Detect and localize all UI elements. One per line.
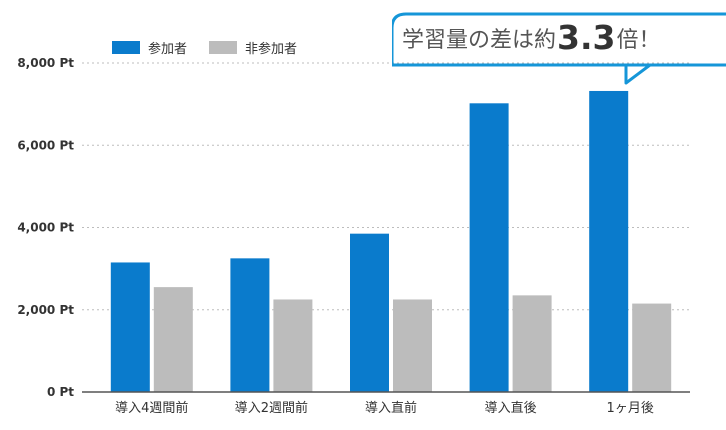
- y-axis-tick-labels: 0 Pt 2,000 Pt 4,000 Pt 6,000 Pt 8,000 Pt: [17, 56, 74, 399]
- bar-non-participants: [512, 295, 552, 392]
- y-tick-label: 6,000 Pt: [17, 138, 74, 152]
- bars: [110, 90, 672, 393]
- x-category-label: 1ヶ月後: [607, 401, 654, 416]
- callout-text: 学習量の差は約3.3倍！: [402, 20, 661, 59]
- legend-swatch-participants: [112, 41, 140, 54]
- x-category-label: 導入直前: [365, 400, 417, 416]
- x-category-label: 導入4週間前: [115, 400, 188, 416]
- x-axis-category-labels: 導入4週間前 導入2週間前 導入直前 導入直後 1ヶ月後: [115, 400, 654, 416]
- bar-non-participants: [273, 299, 313, 392]
- legend-item-participants: 参加者: [112, 38, 187, 57]
- legend-item-non-participants: 非参加者: [209, 38, 297, 57]
- x-category-label: 導入直後: [485, 401, 537, 416]
- legend: 参加者 非参加者: [112, 38, 319, 57]
- bar-participants: [110, 262, 150, 392]
- legend-swatch-non-participants: [209, 41, 238, 54]
- y-tick-label: 8,000 Pt: [17, 56, 74, 70]
- bar-non-participants: [632, 303, 672, 392]
- bar-non-participants: [393, 299, 432, 392]
- legend-label-participants: 参加者: [148, 42, 188, 57]
- bar-participants: [589, 90, 629, 392]
- x-category-label: 導入2週間前: [235, 400, 308, 416]
- callout-bubble: [392, 12, 726, 85]
- y-tick-label: 2,000 Pt: [17, 303, 74, 317]
- callout-prefix: 学習量の差は約: [402, 28, 557, 53]
- bar-participants: [469, 103, 509, 393]
- y-tick-label: 0 Pt: [47, 385, 74, 399]
- y-tick-label: 4,000 Pt: [17, 221, 74, 235]
- bar-participants: [350, 233, 389, 392]
- callout-suffix: 倍！: [616, 28, 661, 53]
- bar-non-participants: [153, 287, 193, 392]
- legend-label-non-participants: 非参加者: [245, 42, 298, 57]
- bar-participants: [230, 258, 270, 392]
- callout-value: 3.3: [557, 18, 616, 57]
